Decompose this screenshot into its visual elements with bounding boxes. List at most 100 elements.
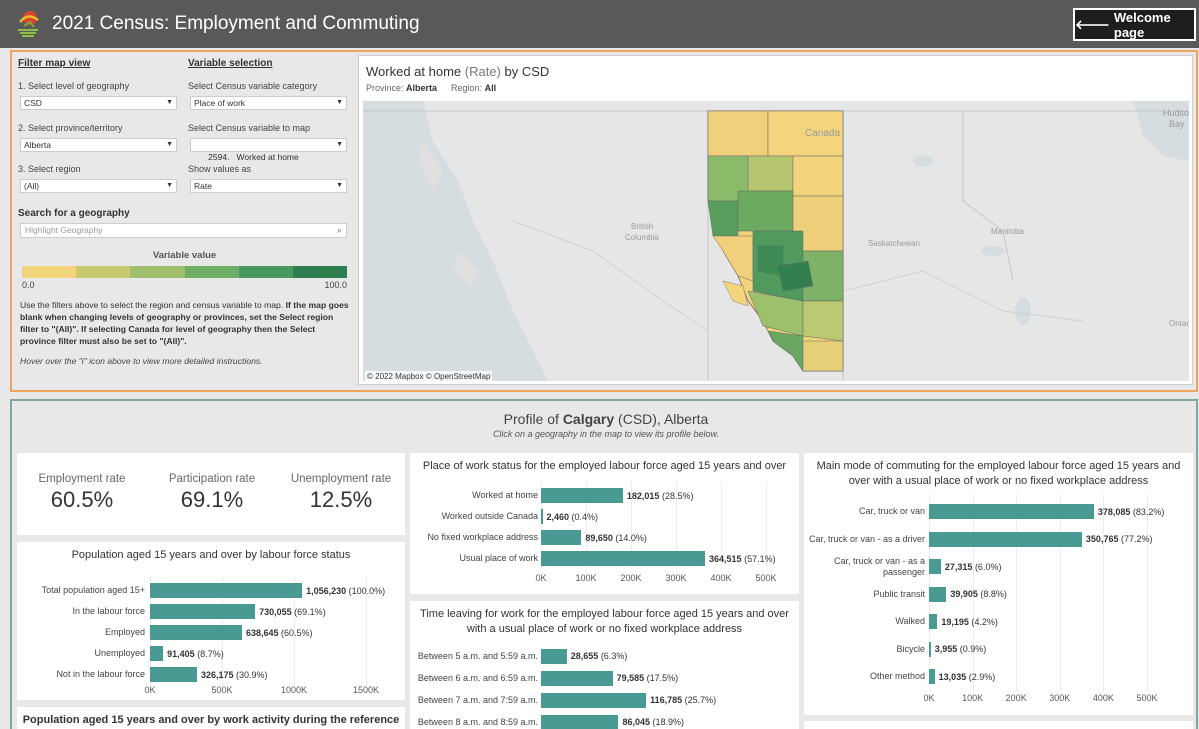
map-canvas[interactable]: Canada British Columbia Saskatchewan Man… [363, 101, 1189, 381]
legend-min: 0.0 [22, 280, 35, 290]
bar[interactable] [150, 625, 242, 640]
map-title-rate: (Rate) [461, 64, 505, 79]
axis-tick-label: 400K [710, 573, 732, 583]
geo-level-dropdown[interactable]: CSD ▼ [20, 96, 177, 110]
chart-title: Main mode of commuting for the employed … [816, 460, 1181, 487]
profile-title-prefix: Profile of [503, 411, 563, 427]
bar-value: 638,645 (60.5%) [246, 625, 313, 641]
geo-level-value: CSD [24, 98, 42, 108]
profile-title: Profile of Calgary (CSD), Alberta [12, 411, 1199, 427]
bar-percent-label: (57.1%) [741, 553, 776, 564]
gridline [721, 481, 722, 569]
bar-value: 28,655 (6.3%) [571, 648, 628, 664]
bar[interactable] [150, 583, 303, 598]
bar[interactable] [929, 586, 947, 602]
bar-value: 27,315 (6.0%) [945, 559, 1002, 575]
bar[interactable] [929, 531, 1082, 547]
profile-section: Profile of Calgary (CSD), Alberta Click … [10, 399, 1198, 729]
bar-category-label: Usual place of work [459, 553, 538, 563]
choropleth-map[interactable]: Worked at home (Rate) by CSD Province: A… [358, 55, 1193, 385]
show-as-value: Rate [194, 181, 212, 191]
bar-percent-label: (17.5%) [644, 673, 679, 683]
region-dropdown[interactable]: (All) ▼ [20, 179, 177, 193]
bar-category-label: Unemployed [94, 648, 145, 658]
bar-percent-label: (18.9%) [649, 717, 684, 727]
bar[interactable] [541, 692, 647, 708]
kpi-card: Employment rate 60.5% Participation rate… [17, 453, 405, 535]
bar[interactable] [929, 614, 938, 630]
bar-value-label: 116,785 [650, 695, 683, 705]
bar-percent-label: (25.7%) [682, 695, 717, 705]
bar-value: 730,055 (69.1%) [259, 604, 326, 620]
bar-value: 2,460 (0.4%) [547, 509, 599, 525]
bar[interactable] [150, 667, 197, 682]
show-as-label: Show values as [188, 164, 252, 174]
bar[interactable] [541, 551, 706, 566]
map-province-value: Alberta [406, 83, 438, 93]
bar-value-label: 79,585 [616, 673, 645, 683]
bar[interactable] [929, 504, 1094, 520]
bar[interactable] [541, 714, 619, 729]
bar-value: 326,175 (30.9%) [201, 667, 268, 683]
bar-percent-label: (8.8%) [977, 589, 1007, 600]
bar-value: 89,650 (14.0%) [585, 530, 647, 546]
show-as-dropdown[interactable]: Rate ▼ [190, 179, 347, 193]
bar-value-label: 13,035 [938, 671, 967, 682]
bar-percent-label: (77.2%) [1118, 534, 1153, 545]
gridline [1059, 494, 1061, 691]
variable-dropdown[interactable]: 2594. Worked at home ▼ [190, 138, 347, 162]
bar-value: 182,015 (28.5%) [627, 488, 694, 504]
bar-value-label: 378,085 [1097, 506, 1131, 517]
bar-percent-label: (28.5%) [659, 490, 694, 501]
label-columbia: Columbia [625, 233, 659, 242]
bar-value-label: 39,905 [950, 589, 978, 600]
color-legend [22, 266, 348, 278]
province-value: Alberta [24, 140, 51, 150]
bar[interactable] [150, 646, 164, 661]
axis-tick-label: 100K [575, 573, 597, 583]
axis-tick-label: 200K [620, 573, 642, 583]
legend-max: 100.0 [324, 280, 347, 290]
kpi-employment-rate: Employment rate 60.5% [17, 473, 147, 513]
bar-value-label: 364,515 [709, 553, 742, 564]
search-placeholder: Highlight Geography [25, 225, 103, 235]
category-dropdown[interactable]: Place of work ▼ [190, 96, 347, 110]
chart-title: Population aged 15 years and over by wor… [22, 714, 400, 726]
bar-category-label: Car, truck or van - as a driver [808, 533, 925, 544]
bar[interactable] [541, 530, 582, 545]
map-title-variable: Worked at home [366, 64, 462, 79]
bar-value-label: 28,655 [570, 651, 599, 661]
axis-tick-label: 300K [665, 573, 687, 583]
bar[interactable] [541, 648, 567, 664]
filters-column: Filter map view Variable selection 1. Se… [18, 56, 351, 386]
province-dropdown[interactable]: Alberta ▼ [20, 138, 177, 152]
bar[interactable] [929, 559, 941, 575]
bar[interactable] [929, 669, 935, 685]
label-british: British [631, 222, 653, 231]
gridline [1016, 494, 1018, 691]
bar[interactable] [541, 670, 613, 686]
legend-swatch [292, 266, 348, 278]
axis-tick-label: 400K [1092, 693, 1114, 703]
bar[interactable] [929, 641, 931, 657]
gridline [366, 576, 367, 685]
highlight-geography-search[interactable]: Highlight Geography ⌕ [20, 223, 347, 238]
labour-force-status-chart: Population aged 15 years and over by lab… [17, 542, 405, 700]
welcome-page-button[interactable]: 🡐 Welcome page [1073, 8, 1196, 41]
bar-category-label: Car, truck or van [858, 506, 925, 517]
bar-value: 350,765 (77.2%) [1086, 531, 1153, 547]
search-geography-title: Search for a geography [18, 208, 130, 219]
gridline [1147, 494, 1148, 691]
bar-value-label: 91,405 [167, 648, 195, 659]
label-manitoba: Manitoba [991, 227, 1024, 236]
bar[interactable] [541, 509, 543, 524]
bar-percent-label: (100.0%) [346, 585, 386, 596]
bar-category-label: Total population aged 15+ [41, 585, 145, 595]
map-region-value: All [484, 83, 497, 93]
gridline [676, 481, 677, 569]
bar[interactable] [150, 604, 256, 619]
bar-value-label: 86,045 [622, 717, 650, 727]
axis-tick-label: 0K [144, 685, 156, 695]
bar[interactable] [541, 488, 623, 503]
bar-category-label: Bicycle [896, 643, 925, 654]
